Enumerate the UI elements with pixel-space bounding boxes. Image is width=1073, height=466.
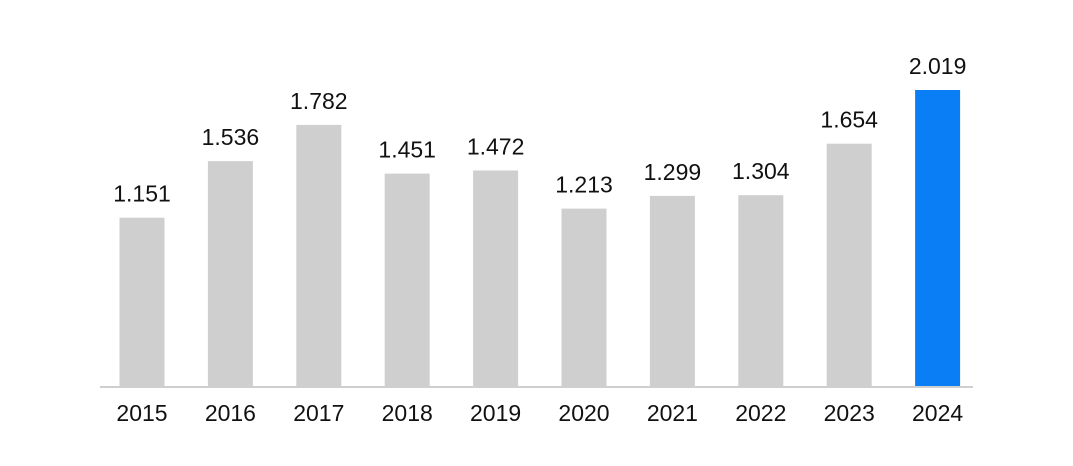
bar-2017 [296, 124, 342, 388]
value-label-2017: 1.782 [290, 88, 348, 114]
value-label-2019: 1.472 [467, 134, 525, 160]
value-label-2023: 1.654 [820, 107, 878, 133]
value-label-2016: 1.536 [202, 124, 260, 150]
value-label-2020: 1.213 [555, 172, 613, 198]
bar-2024 [915, 90, 961, 387]
bar-2018 [384, 173, 430, 387]
bar-2022 [738, 195, 784, 387]
bar-2016 [207, 161, 253, 387]
x-tick-label-2018: 2018 [382, 400, 433, 426]
bar-2019 [473, 170, 519, 387]
x-tick-label-2023: 2023 [824, 400, 875, 426]
bar-2021 [649, 195, 695, 387]
x-tick-label-2022: 2022 [735, 400, 786, 426]
x-tick-label-2017: 2017 [293, 400, 344, 426]
value-labels-group: 1.151 1.536 1.782 1.451 1.472 1.213 1.299 1.304… [113, 53, 966, 207]
x-tick-label-2020: 2020 [558, 400, 609, 426]
value-label-2024: 2.019 [909, 53, 967, 79]
x-tick-label-2019: 2019 [470, 400, 521, 426]
x-tick-label-2015: 2015 [116, 400, 167, 426]
value-label-2021: 1.299 [644, 159, 702, 185]
tick-labels-group: 2015 2016 2017 2018 2019 2020 2021 2022 2023 2024 [116, 400, 963, 426]
bar-2023 [826, 143, 872, 387]
value-label-2018: 1.451 [378, 137, 436, 163]
bar-2020 [561, 208, 607, 387]
value-label-2015: 1.151 [113, 181, 171, 207]
x-tick-label-2021: 2021 [647, 400, 698, 426]
value-label-2022: 1.304 [732, 158, 790, 184]
bars-group [119, 90, 961, 388]
x-tick-label-2024: 2024 [912, 400, 963, 426]
x-tick-label-2016: 2016 [205, 400, 256, 426]
bar-2015 [119, 217, 165, 387]
